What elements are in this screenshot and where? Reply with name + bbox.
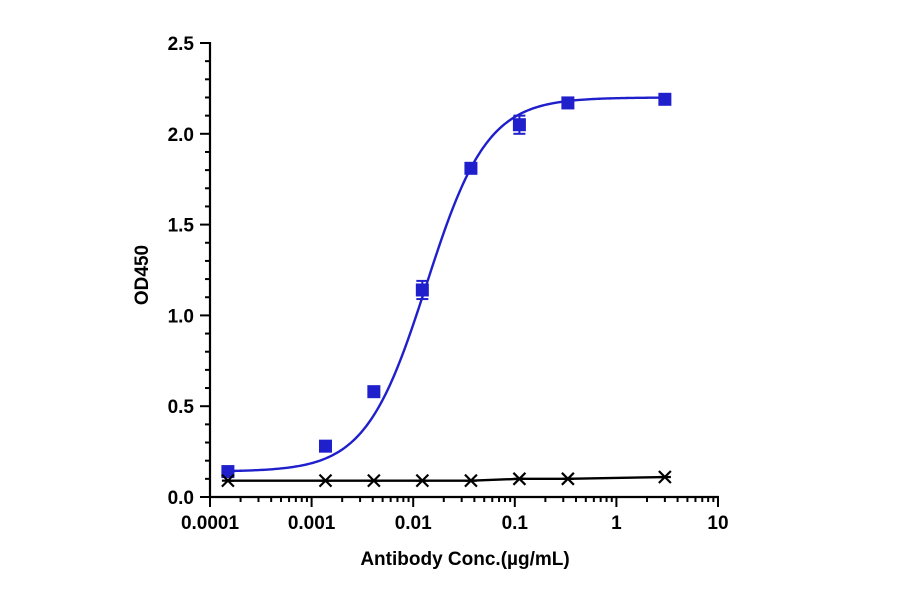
data-point-square — [367, 385, 381, 399]
data-point-square — [561, 96, 575, 110]
y-tick-label: 1.5 — [168, 216, 195, 237]
y-tick-label: 2.0 — [168, 125, 194, 146]
x-tick-label: 0.01 — [395, 513, 432, 534]
y-tick-label: 0.5 — [168, 397, 195, 418]
data-point-asterisk — [512, 472, 527, 486]
y-tick-label: 1.0 — [168, 306, 194, 327]
data-point-asterisk — [221, 473, 235, 488]
data-point-square — [415, 283, 429, 297]
data-point-asterisk — [464, 473, 478, 488]
x-tick-label: 10 — [707, 513, 728, 534]
y-tick-label: 0.0 — [168, 488, 194, 509]
data-point-asterisk — [658, 470, 672, 484]
x-axis-title: Antibody Conc.(µg/mL) — [360, 549, 569, 570]
x-tick-label: 0.001 — [288, 513, 336, 534]
plot-area — [221, 92, 672, 488]
x-tick-label: 1 — [611, 513, 622, 534]
data-point-asterisk — [367, 473, 381, 488]
fit-curve-blue — [227, 96, 665, 473]
data-point-square — [464, 161, 478, 175]
x-tick-label: 0.0001 — [181, 513, 240, 534]
data-point-square — [512, 118, 526, 132]
data-point-asterisk — [318, 473, 333, 488]
data-point-asterisk — [415, 473, 430, 488]
data-point-square — [221, 465, 235, 479]
data-point-square — [318, 439, 332, 453]
fit-line-black — [227, 475, 665, 482]
x-tick-label: 0.1 — [502, 513, 529, 534]
data-point-asterisk — [561, 472, 575, 486]
data-point-square — [658, 92, 672, 106]
y-axis-title: OD450 — [132, 245, 153, 305]
y-tick-label: 2.5 — [168, 34, 195, 55]
axes: 0.0 0.5 1.0 1.5 2.0 2.5 0.0001 0.001 0.01 0.1 1 10 — [168, 34, 729, 534]
